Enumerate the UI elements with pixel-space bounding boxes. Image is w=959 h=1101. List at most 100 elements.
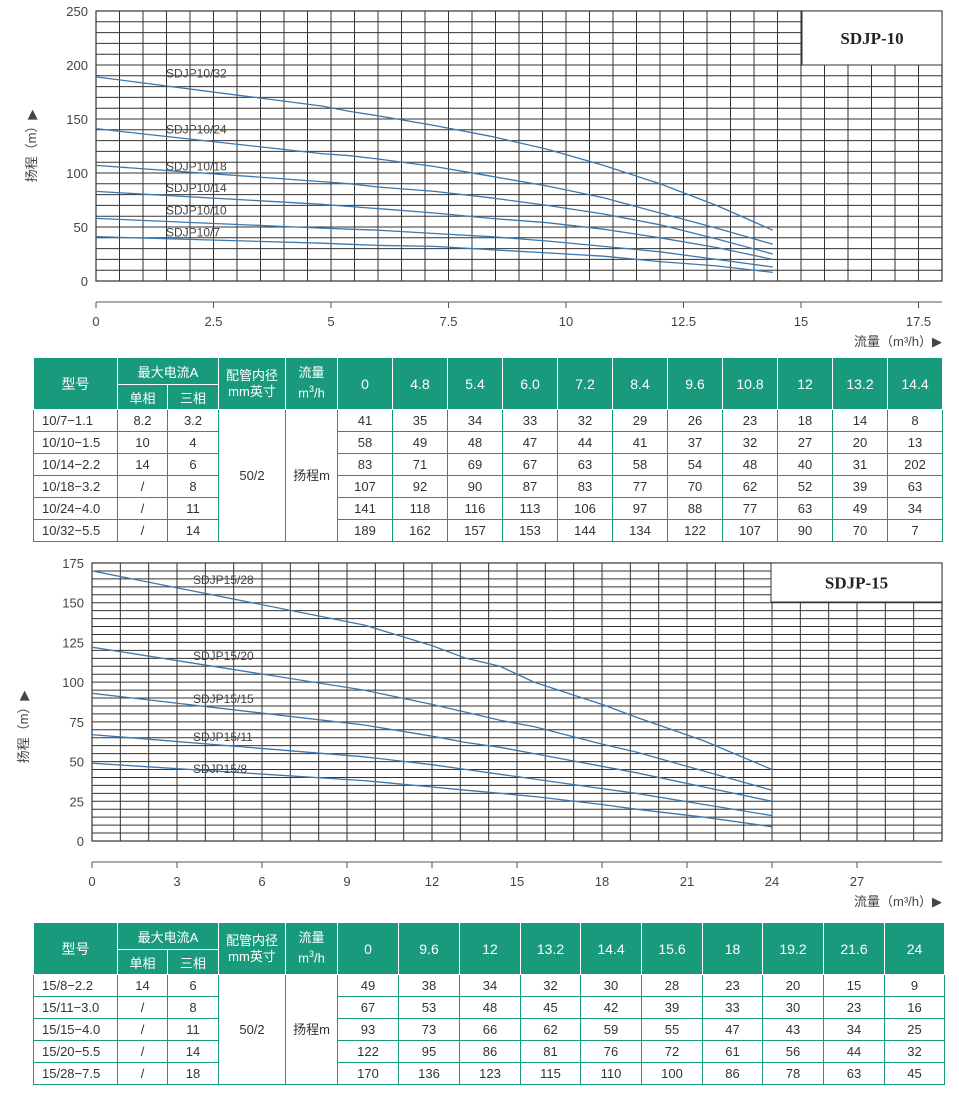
series-label: SDJP10/7 xyxy=(166,225,220,239)
model-cell: 15/28−7.5 xyxy=(33,1062,118,1085)
head-value-cell: 59 xyxy=(580,1018,642,1041)
head-value-cell: 52 xyxy=(777,475,833,498)
single-phase-cell: 14 xyxy=(117,974,168,997)
header-single-phase: 单相 xyxy=(117,949,168,975)
series-label: SDJP10/10 xyxy=(166,204,227,218)
chart-title: SDJP-10 xyxy=(840,29,903,48)
head-value-cell: 20 xyxy=(762,974,824,997)
x-tick-label: 0 xyxy=(92,314,99,329)
head-value-cell: 39 xyxy=(832,475,888,498)
model-cell: 15/15−4.0 xyxy=(33,1018,118,1041)
series-label: SDJP15/20 xyxy=(193,649,254,663)
x-axis-title: 流量（m³/h）▶ xyxy=(854,894,942,909)
y-tick-label: 200 xyxy=(66,58,88,73)
head-value-cell: 58 xyxy=(612,453,668,476)
head-value-cell: 44 xyxy=(557,431,613,454)
header-flow-value: 13.2 xyxy=(520,922,581,975)
head-value-cell: 33 xyxy=(702,996,763,1019)
x-tick-label: 7.5 xyxy=(439,314,457,329)
y-tick-label: 175 xyxy=(62,556,84,571)
x-tick-label: 12 xyxy=(425,874,439,889)
table-body: 15/8−2.2 14 6 50/2 扬程m 49 38 34 32 30 28 23 20 15 9 15/… xyxy=(33,974,945,1085)
header-flow-value: 12 xyxy=(777,357,833,410)
head-value-cell: 20 xyxy=(832,431,888,454)
x-tick-label: 9 xyxy=(343,874,350,889)
header-pipe: 配管内径 mm英寸 xyxy=(218,922,286,975)
head-value-cell: 34 xyxy=(459,974,521,997)
header-flow-value: 0 xyxy=(337,357,393,410)
head-value-cell: 66 xyxy=(459,1018,521,1041)
head-value-cell: 77 xyxy=(722,497,778,520)
head-value-cell: 122 xyxy=(337,1040,399,1063)
header-flow-value: 18 xyxy=(702,922,763,975)
three-phase-cell: 8 xyxy=(167,996,219,1019)
head-value-cell: 13 xyxy=(887,431,943,454)
table-row: 10/24−4.0/11 141 118 116 113 106 97 88 77 63 49 34 xyxy=(33,497,943,520)
head-value-cell: 63 xyxy=(887,475,943,498)
head-value-cell: 123 xyxy=(459,1062,521,1085)
head-label-cell: 扬程m xyxy=(285,974,338,1085)
head-value-cell: 34 xyxy=(447,409,503,432)
head-value-cell: 97 xyxy=(612,497,668,520)
head-label-cell: 扬程m xyxy=(285,409,338,542)
series-line xyxy=(95,190,773,261)
series-line xyxy=(95,76,774,231)
header-single-phase: 单相 xyxy=(117,384,168,410)
head-value-cell: 15 xyxy=(823,974,885,997)
single-phase-cell: 8.2 xyxy=(117,409,168,432)
head-value-cell: 34 xyxy=(823,1018,885,1041)
head-value-cell: 86 xyxy=(702,1062,763,1085)
chart-sdjp10: SDJP-10 0 50 100 150 200 250 0 2.5 5 7.5 10 12.5 15 17… xyxy=(24,4,943,349)
head-value-cell: 107 xyxy=(722,519,778,542)
head-value-cell: 48 xyxy=(447,431,503,454)
head-value-cell: 32 xyxy=(722,431,778,454)
head-value-cell: 70 xyxy=(667,475,723,498)
model-cell: 15/20−5.5 xyxy=(33,1040,118,1063)
head-value-cell: 48 xyxy=(459,996,521,1019)
three-phase-cell: 6 xyxy=(167,974,219,997)
series-line xyxy=(95,217,773,268)
head-value-cell: 87 xyxy=(502,475,558,498)
series-label: SDJP15/8 xyxy=(193,762,247,776)
header-flow-value: 13.2 xyxy=(832,357,888,410)
head-value-cell: 29 xyxy=(612,409,668,432)
table-row: 10/10−1.5 10 4 58 49 48 47 44 41 37 32 27 20 13 xyxy=(33,431,943,454)
header-flow-value: 14.4 xyxy=(887,357,943,410)
head-value-cell: 25 xyxy=(884,1018,945,1041)
head-value-cell: 7 xyxy=(887,519,943,542)
series-line xyxy=(91,762,773,828)
series-line xyxy=(91,646,773,791)
header-flow: 流量 m3/h xyxy=(285,922,338,975)
table-row: 10/14−2.2 14 6 83 71 69 67 63 58 54 48 40 31 202 xyxy=(33,453,943,476)
table-row: 15/15−4.0/11 93 73 66 62 59 55 47 43 34 25 xyxy=(33,1018,945,1041)
head-value-cell: 30 xyxy=(580,974,642,997)
three-phase-cell: 18 xyxy=(167,1062,219,1085)
header-flow-value: 9.6 xyxy=(667,357,723,410)
head-value-cell: 144 xyxy=(557,519,613,542)
head-value-cell: 54 xyxy=(667,453,723,476)
head-value-cell: 14 xyxy=(832,409,888,432)
model-cell: 10/10−1.5 xyxy=(33,431,118,454)
head-value-cell: 41 xyxy=(612,431,668,454)
x-tick-label: 18 xyxy=(595,874,609,889)
head-value-cell: 45 xyxy=(884,1062,945,1085)
model-cell: 10/7−1.1 xyxy=(33,409,118,432)
head-value-cell: 16 xyxy=(884,996,945,1019)
head-value-cell: 33 xyxy=(502,409,558,432)
table-row: 10/18−3.2/8 107 92 90 87 83 77 70 62 52 39 63 xyxy=(33,475,943,498)
chart-title: SDJP-15 xyxy=(825,574,888,593)
y-tick-label: 0 xyxy=(81,274,88,289)
x-tick-label: 12.5 xyxy=(671,314,696,329)
head-value-cell: 92 xyxy=(392,475,448,498)
table-body: 10/7−1.1 8.2 3.2 50/2 扬程m 41 35 34 33 32 29 26 23 18 1… xyxy=(33,409,943,542)
three-phase-cell: 11 xyxy=(167,1018,219,1041)
head-value-cell: 83 xyxy=(337,453,393,476)
head-value-cell: 78 xyxy=(762,1062,824,1085)
x-tick-label: 10 xyxy=(559,314,573,329)
model-cell: 10/14−2.2 xyxy=(33,453,118,476)
series-label: SDJP15/11 xyxy=(193,730,253,744)
model-cell: 10/24−4.0 xyxy=(33,497,118,520)
header-flow-value: 10.8 xyxy=(722,357,778,410)
header-flow-value: 6.0 xyxy=(502,357,558,410)
header-flow-value: 0 xyxy=(337,922,399,975)
